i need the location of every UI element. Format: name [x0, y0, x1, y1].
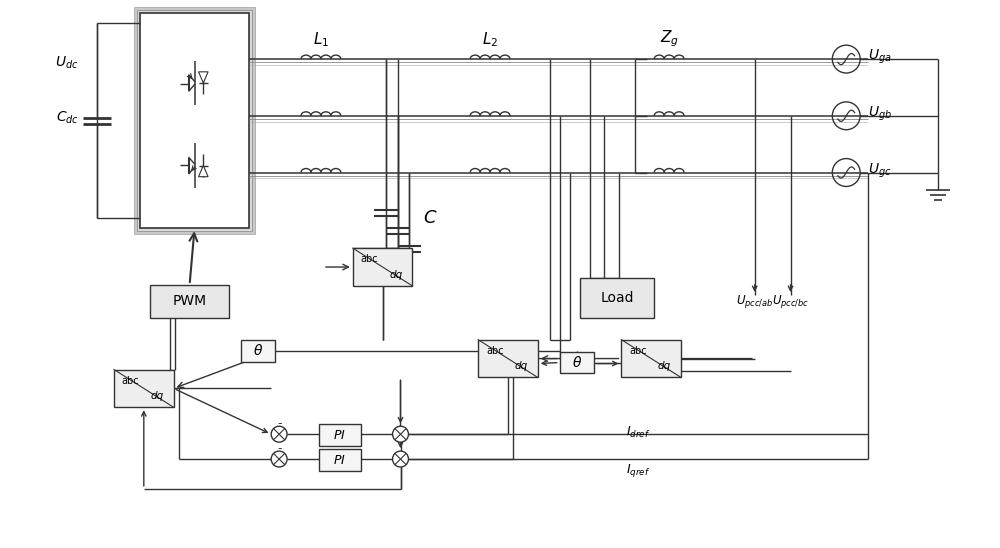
Text: dq: dq: [389, 270, 402, 279]
Text: $C_{dc}$: $C_{dc}$: [56, 110, 79, 126]
Text: $L_2$: $L_2$: [482, 30, 498, 49]
Bar: [319, 424, 361, 446]
Text: $\theta$: $\theta$: [253, 343, 263, 358]
Text: $I_{qref}$: $I_{qref}$: [626, 463, 650, 480]
Text: $C$: $C$: [423, 209, 438, 227]
Text: $\theta$: $\theta$: [572, 355, 582, 370]
Bar: [319, 449, 361, 471]
Text: $L_1$: $L_1$: [313, 30, 329, 49]
Text: $PI$: $PI$: [333, 429, 346, 442]
Circle shape: [393, 426, 408, 442]
Text: $U_{dc}$: $U_{dc}$: [55, 55, 79, 71]
Text: -: -: [277, 416, 281, 430]
Text: -: -: [386, 427, 391, 441]
Text: abc: abc: [122, 376, 139, 386]
Text: abc: abc: [361, 254, 378, 265]
Polygon shape: [199, 165, 208, 176]
Text: abc: abc: [486, 346, 504, 356]
Text: $PI$: $PI$: [333, 454, 346, 466]
Bar: [134, 7, 255, 234]
Bar: [478, 340, 538, 378]
Circle shape: [271, 451, 287, 467]
Text: $I_{dref}$: $I_{dref}$: [626, 425, 650, 439]
Text: $Z_g$: $Z_g$: [660, 29, 679, 49]
Text: Load: Load: [600, 291, 634, 305]
Circle shape: [393, 451, 408, 467]
Circle shape: [271, 426, 287, 442]
Text: dq: dq: [514, 361, 528, 371]
Text: $U_{gc}$: $U_{gc}$: [868, 161, 892, 180]
Text: dq: dq: [658, 361, 671, 371]
Bar: [580, 278, 654, 318]
Bar: [621, 340, 681, 378]
Text: $U_{pcc/ab}$: $U_{pcc/ab}$: [736, 293, 773, 310]
Text: dq: dq: [150, 391, 164, 401]
Bar: [140, 13, 249, 228]
Text: $U_{gb}$: $U_{gb}$: [868, 105, 892, 123]
Bar: [353, 248, 412, 286]
Text: abc: abc: [629, 346, 647, 356]
Text: $U_{ga}$: $U_{ga}$: [868, 48, 892, 66]
Text: -: -: [386, 453, 391, 466]
Bar: [137, 10, 252, 231]
Text: $U_{pcc/bc}$: $U_{pcc/bc}$: [772, 293, 809, 310]
Bar: [114, 369, 174, 407]
Bar: [241, 340, 275, 362]
Text: -: -: [277, 442, 281, 455]
Polygon shape: [199, 72, 208, 83]
Text: PWM: PWM: [173, 294, 207, 309]
Bar: [150, 285, 229, 318]
Bar: [560, 352, 594, 374]
